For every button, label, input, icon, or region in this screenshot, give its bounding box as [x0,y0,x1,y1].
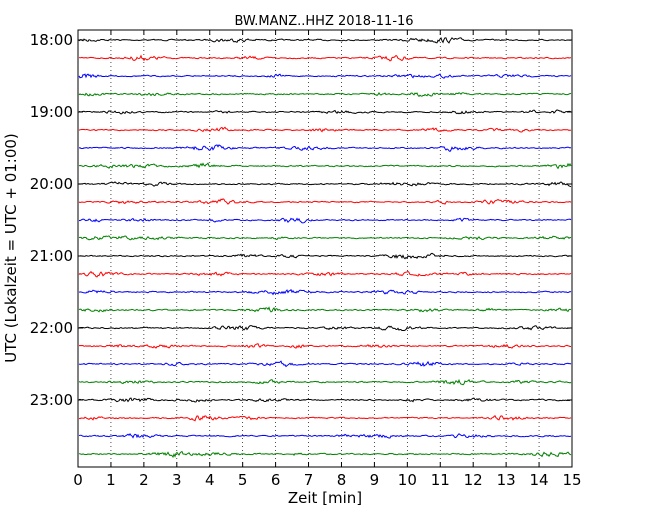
x-tick-label: 7 [304,471,314,489]
trace-2100 [78,252,572,260]
x-tick-label: 5 [238,471,248,489]
x-tick-label: 3 [172,471,182,489]
x-tick-label: 9 [370,471,380,489]
trace-2045 [78,235,572,241]
x-tick-label: 13 [497,471,516,489]
x-axis-ticks: 0 1 2 3 4 5 6 7 8 9 10 11 12 13 14 15 [73,30,582,489]
trace-2015 [78,198,572,205]
x-tick-label: 1 [106,471,116,489]
x-tick-label: 2 [139,471,149,489]
x-tick-label: 12 [464,471,483,489]
x-tick-label: 0 [73,471,83,489]
trace-1830 [78,73,572,79]
trace-1845 [78,92,572,98]
x-tick-label: 14 [530,471,549,489]
chart-title: BW.MANZ..HHZ 2018-11-16 [234,14,413,29]
y-tick-label: 22:00 [30,319,73,337]
y-tick-label: 20:00 [30,175,73,193]
x-tick-label: 8 [337,471,347,489]
trace-2230 [78,360,572,368]
trace-2345 [78,450,572,459]
trace-1915 [78,126,572,133]
trace-1800 [78,36,572,44]
trace-2330 [78,433,572,439]
y-axis-label: UTC (Lokalzeit = UTC + 01:00) [2,133,20,363]
y-tick-label: 18:00 [30,31,73,49]
seismogram-traces [78,36,572,459]
trace-1945 [78,162,572,170]
x-tick-label: 11 [431,471,450,489]
trace-1815 [78,54,572,62]
trace-2115 [78,270,572,278]
trace-2200 [78,325,572,332]
trace-2030 [78,217,572,224]
x-tick-label: 4 [205,471,215,489]
trace-1930 [78,144,572,153]
trace-2215 [78,343,572,349]
trace-2315 [78,415,572,422]
trace-2300 [78,397,572,403]
trace-2000 [78,181,572,188]
y-tick-label: 19:00 [30,103,73,121]
y-tick-label: 23:00 [30,391,73,409]
plot-frame [77,29,573,468]
x-tick-label: 10 [398,471,417,489]
x-tick-label: 15 [562,471,581,489]
x-tick-label: 6 [271,471,281,489]
trace-2130 [78,288,572,296]
grid-lines [110,30,540,467]
y-tick-label: 21:00 [30,247,73,265]
trace-2245 [78,378,572,386]
y-axis-ticks: 18:00 19:00 20:00 21:00 22:00 23:00 [30,31,572,409]
trace-2145 [78,306,572,313]
x-axis-label: Zeit [min] [288,489,362,507]
trace-1900 [79,109,572,115]
